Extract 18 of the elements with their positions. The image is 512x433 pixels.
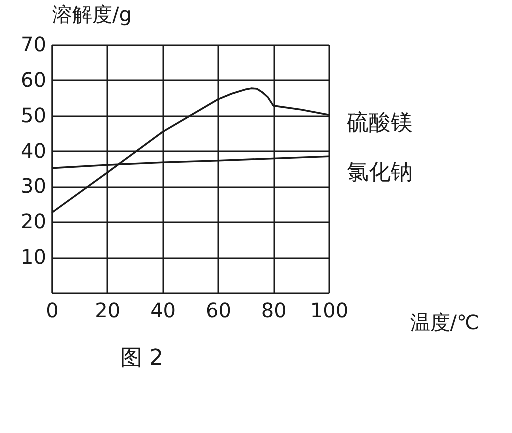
y-tick-label: 40 [21, 138, 46, 163]
series-label: 硫酸镁 [347, 111, 413, 136]
x-tick-label: 20 [95, 298, 121, 322]
series-label: 氯化钠 [347, 160, 413, 186]
y-tick-label: 10 [21, 245, 46, 270]
y-tick-label: 60 [21, 68, 46, 92]
text: 图 2 [120, 346, 164, 371]
x-axis-title: 温度/℃ [410, 310, 480, 334]
y-tick-label: 20 [21, 210, 46, 234]
x-tick-label: 60 [206, 298, 232, 322]
y-axis-title: 溶解度/g [52, 2, 132, 26]
x-tick-label: 100 [310, 298, 349, 322]
x-tick-label: 40 [150, 298, 176, 322]
x-tick-label: 0 [46, 298, 59, 322]
x-tick-label: 80 [261, 298, 287, 322]
y-tick-label: 30 [21, 174, 46, 198]
y-tick-label: 50 [21, 103, 46, 128]
y-tick-label: 70 [21, 32, 46, 56]
